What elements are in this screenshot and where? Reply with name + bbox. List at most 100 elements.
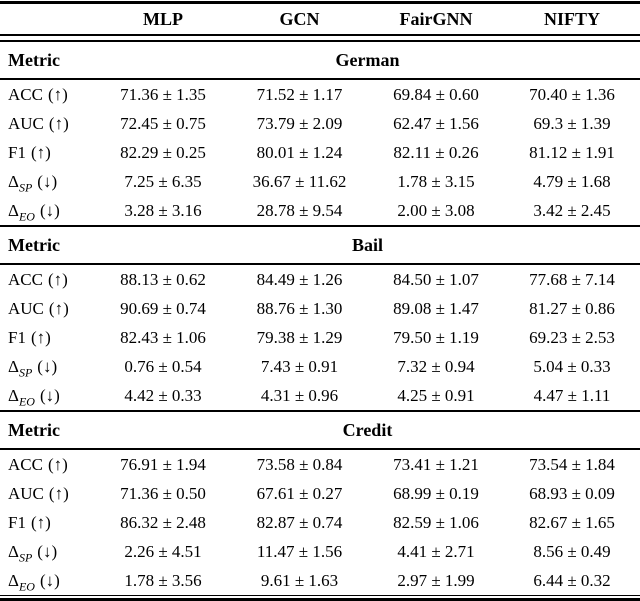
dataset-name-bail: Bail: [351, 234, 383, 255]
value-cell: 88.13 ± 0.62: [120, 269, 206, 289]
section-rule: [0, 263, 640, 265]
value-cell: 4.31 ± 0.96: [260, 385, 339, 405]
metric-direction-arrow: (↑): [47, 84, 68, 104]
metric-subscript: SP: [18, 549, 33, 564]
metric-direction-arrow: (↓): [39, 200, 60, 220]
table-bottom-rule: [0, 595, 640, 601]
value-cell: 71.36 ± 1.35: [120, 84, 206, 104]
value-cell: 11.47 ± 1.56: [256, 541, 343, 561]
metric-name: Δ: [8, 356, 19, 376]
table-row: ΔEO (↓) 4.42 ± 0.33 4.31 ± 0.96 4.25 ± 0.…: [0, 381, 640, 410]
value-cell: 6.44 ± 0.32: [533, 570, 611, 590]
metric-name: AUC: [8, 483, 44, 503]
value-cell: 89.08 ± 1.47: [393, 298, 479, 318]
value-cell: 76.91 ± 1.94: [120, 454, 206, 474]
value-cell: 68.93 ± 0.09: [529, 483, 615, 503]
table-top-rule: [0, 1, 640, 4]
metric-label: ΔEO (↓): [0, 385, 95, 408]
value-cell: 3.42 ± 2.45: [533, 200, 611, 220]
value-cell: 7.43 ± 0.91: [260, 356, 339, 376]
value-cell: 69.23 ± 2.53: [529, 327, 615, 347]
value-cell: 69.84 ± 0.60: [393, 84, 479, 104]
value-cell: 71.36 ± 0.50: [120, 483, 206, 503]
value-cell: 84.49 ± 1.26: [256, 269, 343, 289]
metric-subscript: SP: [18, 179, 33, 194]
value-cell: 90.69 ± 0.74: [120, 298, 206, 318]
table-row: ΔEO (↓) 3.28 ± 3.16 28.78 ± 9.54 2.00 ± 3…: [0, 196, 640, 225]
section-header-german: Metric German: [0, 42, 640, 78]
section-rule: [0, 410, 640, 412]
metric-label: ACC (↑): [0, 270, 95, 290]
value-cell: 73.54 ± 1.84: [529, 454, 615, 474]
section-rule: [0, 78, 640, 80]
metric-name: Δ: [8, 385, 19, 405]
metric-direction-arrow: (↓): [39, 385, 60, 405]
metric-name: F1: [8, 142, 26, 162]
value-cell: 80.01 ± 1.24: [256, 142, 343, 162]
column-header-mlp: MLP: [143, 8, 183, 29]
value-cell: 79.38 ± 1.29: [256, 327, 343, 347]
value-cell: 71.52 ± 1.17: [256, 84, 343, 104]
model-header-row: MLP GCN FairGNN NIFTY: [0, 4, 640, 34]
section-header-bail: Metric Bail: [0, 227, 640, 263]
value-cell: 72.45 ± 0.75: [120, 113, 206, 133]
value-cell: 8.56 ± 0.49: [533, 541, 611, 561]
metric-column-label: Metric: [8, 234, 60, 255]
table-row: ACC (↑) 71.36 ± 1.35 71.52 ± 1.17 69.84 ±…: [0, 80, 640, 109]
metric-subscript: EO: [18, 393, 35, 408]
value-cell: 79.50 ± 1.19: [393, 327, 479, 347]
metric-name: ACC: [8, 269, 43, 289]
metric-column-label: Metric: [8, 419, 60, 440]
column-header-nifty: NIFTY: [543, 8, 600, 29]
metric-label: ACC (↑): [0, 85, 95, 105]
value-cell: 81.12 ± 1.91: [529, 142, 615, 162]
metric-column-label: Metric: [8, 49, 60, 70]
section-rule: [0, 225, 640, 227]
metric-direction-arrow: (↑): [30, 142, 51, 162]
value-cell: 9.61 ± 1.63: [260, 570, 339, 590]
value-cell: 82.59 ± 1.06: [393, 512, 479, 532]
metric-name: F1: [8, 512, 26, 532]
value-cell: 88.76 ± 1.30: [256, 298, 343, 318]
dataset-name-german: German: [335, 49, 400, 70]
metric-name: Δ: [8, 541, 19, 561]
metric-name: Δ: [8, 570, 19, 590]
value-cell: 4.47 ± 1.11: [533, 385, 611, 405]
value-cell: 82.43 ± 1.06: [120, 327, 206, 347]
value-cell: 84.50 ± 1.07: [393, 269, 479, 289]
table-row: AUC (↑) 71.36 ± 0.50 67.61 ± 0.27 68.99 ±…: [0, 479, 640, 508]
value-cell: 73.58 ± 0.84: [256, 454, 343, 474]
metric-label: ΔSP (↓): [0, 356, 95, 379]
metric-subscript: SP: [18, 364, 33, 379]
value-cell: 82.67 ± 1.65: [529, 512, 615, 532]
value-cell: 1.78 ± 3.56: [124, 570, 202, 590]
value-cell: 3.28 ± 3.16: [124, 200, 202, 220]
value-cell: 28.78 ± 9.54: [256, 200, 343, 220]
value-cell: 82.29 ± 0.25: [120, 142, 206, 162]
value-cell: 67.61 ± 0.27: [256, 483, 343, 503]
value-cell: 70.40 ± 1.36: [529, 84, 615, 104]
value-cell: 73.41 ± 1.21: [393, 454, 479, 474]
value-cell: 7.25 ± 6.35: [124, 171, 202, 191]
value-cell: 4.79 ± 1.68: [533, 171, 611, 191]
metric-label: ΔSP (↓): [0, 541, 95, 564]
metric-name: Δ: [8, 200, 19, 220]
metric-direction-arrow: (↑): [48, 483, 69, 503]
value-cell: 7.32 ± 0.94: [397, 356, 475, 376]
value-cell: 86.32 ± 2.48: [120, 512, 206, 532]
metric-label: ACC (↑): [0, 455, 95, 475]
metric-name: AUC: [8, 113, 44, 133]
metric-name: AUC: [8, 298, 44, 318]
value-cell: 77.68 ± 7.14: [529, 269, 615, 289]
value-cell: 73.79 ± 2.09: [256, 113, 343, 133]
value-cell: 4.25 ± 0.91: [397, 385, 475, 405]
metric-direction-arrow: (↑): [48, 298, 69, 318]
metric-subscript: EO: [18, 208, 35, 223]
metric-label: F1 (↑): [0, 143, 95, 163]
value-cell: 0.76 ± 0.54: [124, 356, 202, 376]
metric-name: ACC: [8, 84, 43, 104]
column-header-fairgnn: FairGNN: [399, 8, 473, 29]
metric-subscript: EO: [18, 578, 35, 593]
value-cell: 36.67 ± 11.62: [252, 171, 347, 191]
